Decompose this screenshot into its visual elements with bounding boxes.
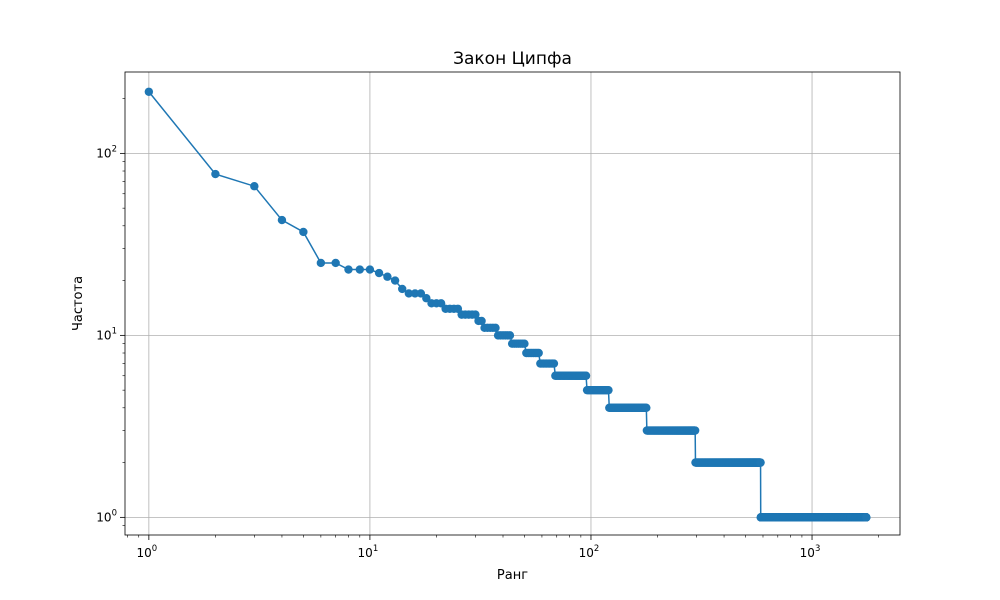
data-point <box>277 215 287 225</box>
data-point <box>604 385 613 395</box>
data-point <box>581 371 591 380</box>
data-point <box>331 258 340 268</box>
data-point <box>549 359 559 368</box>
data-point <box>410 289 420 298</box>
data-point <box>471 310 480 319</box>
data-point <box>756 458 765 467</box>
data-point <box>642 403 651 412</box>
data-point <box>299 227 308 237</box>
data-point <box>365 265 375 274</box>
x-axis-label: Ранг <box>497 568 528 583</box>
data-point <box>422 294 431 303</box>
x-tick-label: 100 <box>137 544 158 560</box>
data-point <box>690 426 700 435</box>
data-point <box>477 316 486 326</box>
x-tick-label: 103 <box>800 544 821 560</box>
y-axis-ticks: 100 101 102 <box>96 98 125 526</box>
data-point <box>534 348 543 358</box>
x-tick-label: 102 <box>579 544 600 560</box>
data-point <box>355 265 364 274</box>
y-tick-label: 101 <box>96 326 117 342</box>
data-point <box>383 272 392 281</box>
plot-frame <box>124 71 901 536</box>
data-point <box>390 276 400 285</box>
data-point <box>144 87 154 96</box>
y-tick-label: 102 <box>96 144 117 160</box>
x-axis-ticks: 100 101 102 103 <box>127 535 879 560</box>
series-markers <box>144 87 871 522</box>
data-point <box>416 289 426 298</box>
series-zipf <box>144 87 871 522</box>
data-point <box>211 169 220 179</box>
y-tick-label: 100 <box>96 508 117 524</box>
data-point <box>374 268 384 278</box>
y-axis-label: Частота <box>71 276 86 331</box>
data-point <box>404 289 414 298</box>
data-point <box>491 323 500 333</box>
data-point <box>398 284 407 294</box>
data-point <box>505 331 515 340</box>
data-point <box>250 182 259 191</box>
data-point <box>316 258 326 268</box>
x-tick-label: 101 <box>358 544 379 560</box>
chart-title: Закон Ципфа <box>453 49 572 69</box>
data-point <box>520 339 529 348</box>
data-point <box>344 265 353 274</box>
data-point <box>862 513 871 522</box>
